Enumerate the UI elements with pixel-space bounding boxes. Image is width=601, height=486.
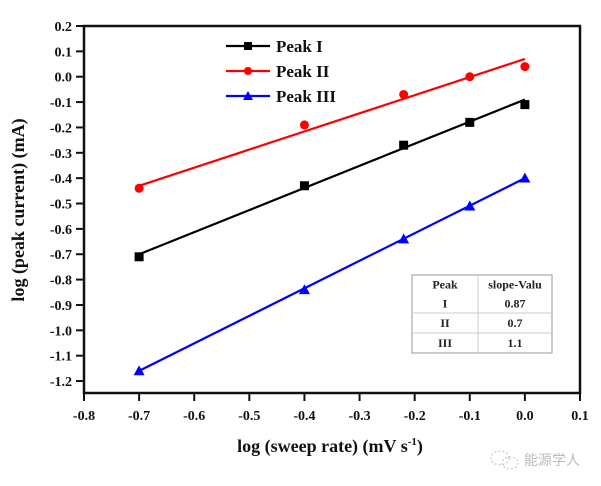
data-point [133, 365, 145, 376]
watermark: 能源学人 [490, 450, 580, 470]
table-cell: 1.1 [508, 336, 523, 350]
series-peak-i [134, 98, 530, 262]
fit-line [138, 57, 526, 187]
x-tick-label: 0.1 [571, 409, 589, 424]
x-tick-label: -0.6 [183, 409, 205, 424]
y-tick-label: -1.0 [50, 324, 72, 339]
x-tick-label: -0.8 [73, 409, 95, 424]
table-row: I 0.87 [443, 297, 526, 311]
legend-item: Peak I [226, 37, 323, 56]
x-axis-title: log (sweep rate) (mV s-1) [237, 436, 423, 457]
y-tick-label: -0.1 [50, 96, 72, 111]
x-tick-label: -0.5 [238, 409, 260, 424]
legend-marker-icon [243, 91, 253, 100]
x-tick-label: 0.0 [516, 409, 534, 424]
data-point [399, 140, 409, 150]
wechat-icon [490, 450, 519, 470]
x-axis-ticks: -0.8 -0.7 -0.6 -0.5 -0.4 -0.3 -0.2 -0.1 0.0 0.1 [73, 393, 589, 424]
series-layer [133, 57, 531, 376]
table-row: II 0.7 [440, 316, 522, 330]
table-border [411, 274, 553, 354]
series-peak-ii [134, 57, 530, 193]
plot-frame [82, 24, 582, 395]
data-point [399, 89, 409, 99]
data-point [134, 183, 144, 193]
x-axis-title-superscript: -1 [408, 436, 417, 448]
legend: Peak I Peak II Peak III [226, 37, 336, 106]
legend-label: Peak II [276, 62, 330, 81]
plot-border [82, 24, 582, 395]
data-point [298, 284, 310, 295]
fit-line [138, 177, 526, 372]
table-header-row: Peak slope-Valu [432, 278, 542, 292]
series-peak-iii [133, 172, 531, 376]
y-tick-label: -0.9 [50, 299, 72, 314]
y-tick-label: -0.8 [50, 274, 72, 289]
y-axis-title: log (peak current) (mA) [8, 118, 29, 301]
data-point [134, 252, 144, 262]
data-point [464, 200, 476, 211]
watermark-text: 能源学人 [524, 453, 580, 469]
legend-item: Peak III [226, 87, 336, 106]
table-cell: 0.7 [508, 316, 523, 330]
data-point [299, 181, 309, 191]
table-header-cell: Peak [432, 278, 458, 292]
inset-table: Peak slope-Valu I 0.87 II 0.7 III 1.1 [411, 274, 553, 354]
x-tick-label: -0.2 [404, 409, 426, 424]
legend-marker-icon [244, 67, 252, 75]
table-cell: III [438, 336, 452, 350]
data-point [519, 172, 531, 183]
y-tick-label: -0.3 [50, 147, 72, 162]
x-tick-label: -0.3 [348, 409, 370, 424]
x-axis-title-close: ) [417, 436, 423, 457]
data-point [465, 72, 475, 82]
table-cell: 0.87 [505, 297, 526, 311]
y-tick-label: -0.5 [50, 198, 72, 213]
y-tick-label: 0.1 [55, 45, 73, 60]
y-tick-label: -0.7 [50, 248, 72, 263]
legend-item: Peak II [226, 62, 330, 81]
y-axis-ticks: 0.2 0.1 0.0 -0.1 -0.2 -0.3 -0.4 -0.5 -0.6 -0.7 -0.… [50, 20, 84, 390]
data-point [299, 120, 309, 130]
y-tick-label: -0.6 [50, 223, 72, 238]
legend-label: Peak III [276, 87, 336, 106]
data-point [520, 62, 530, 72]
table-cell: I [443, 297, 448, 311]
legend-marker-icon [244, 42, 252, 50]
y-tick-label: 0.0 [55, 71, 73, 86]
y-tick-label: -1.2 [50, 375, 72, 390]
y-tick-label: -0.2 [50, 121, 72, 136]
fit-line [138, 98, 526, 256]
data-point [398, 233, 410, 244]
table-header-cell: slope-Valu [488, 278, 542, 292]
table-row: III 1.1 [438, 336, 523, 350]
x-tick-label: -0.1 [459, 409, 481, 424]
table-cell: II [440, 316, 450, 330]
y-tick-label: 0.2 [55, 20, 73, 35]
data-point [520, 100, 530, 110]
y-tick-label: -0.4 [50, 172, 72, 187]
y-tick-label: -1.1 [50, 350, 72, 365]
x-axis-title-main: log (sweep rate) (mV s [237, 436, 408, 457]
data-point [465, 117, 475, 127]
legend-label: Peak I [276, 37, 323, 56]
x-tick-label: -0.4 [293, 409, 315, 424]
x-tick-label: -0.7 [128, 409, 150, 424]
